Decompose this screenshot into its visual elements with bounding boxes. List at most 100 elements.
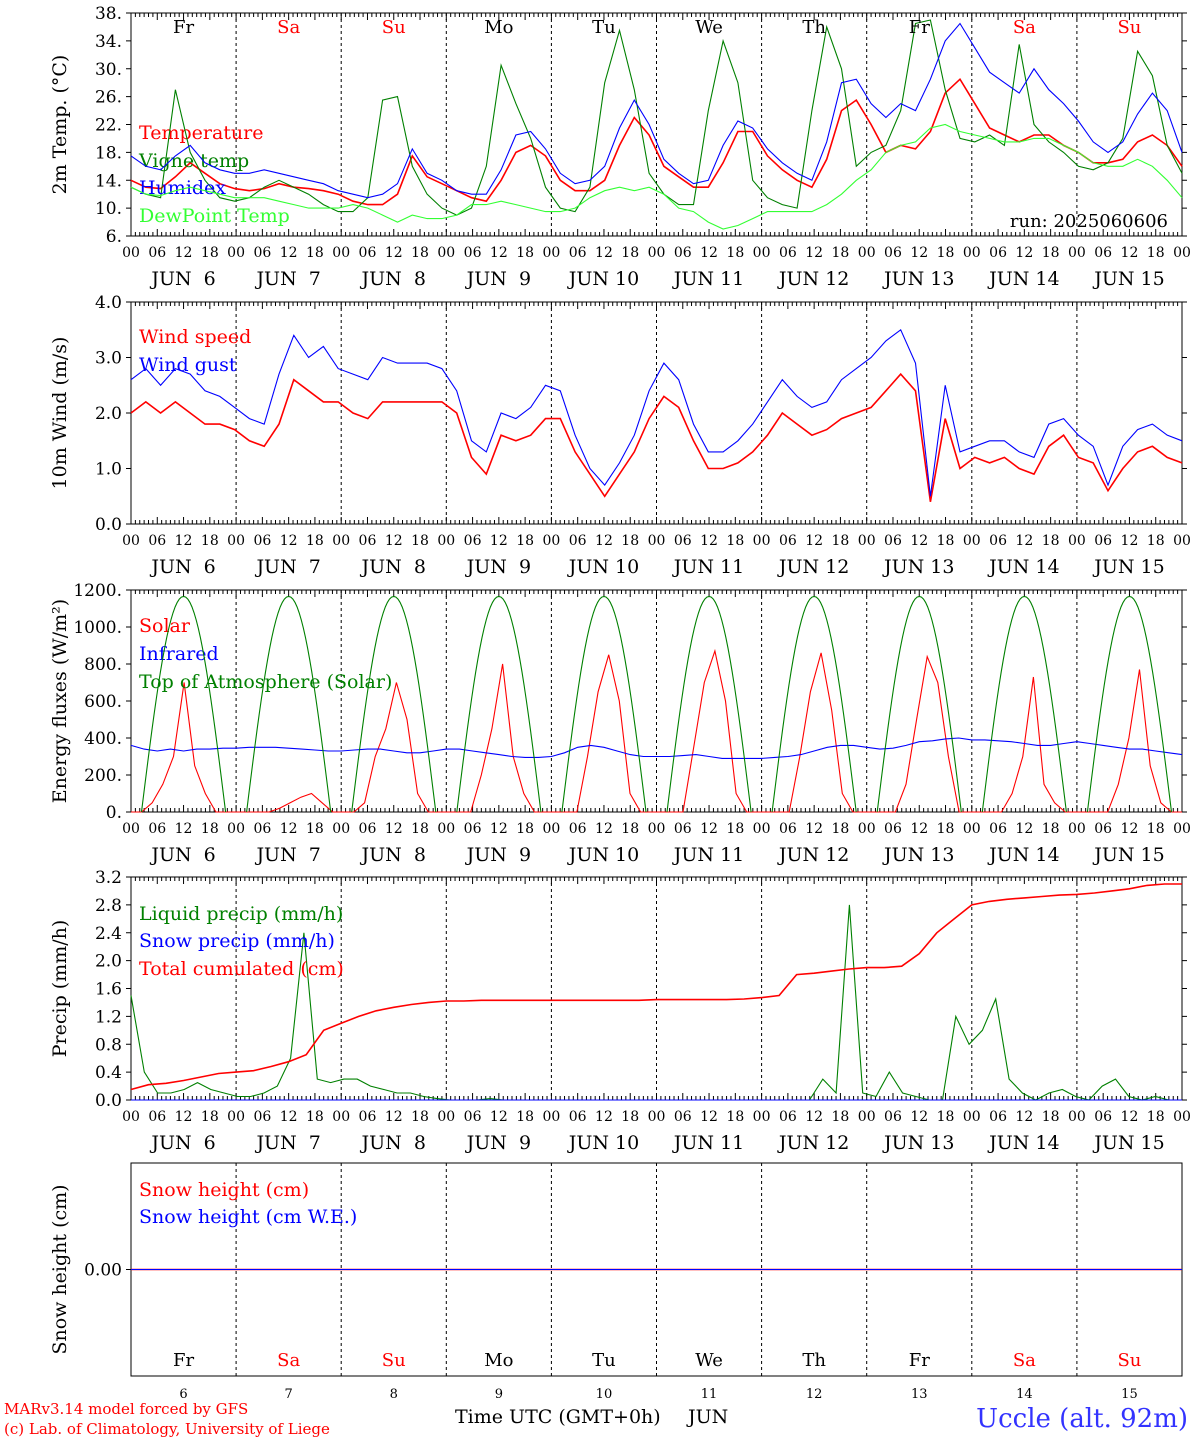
hour-label: 06 — [359, 821, 377, 837]
legend-entry: Liquid precip (mm/h) — [139, 903, 343, 925]
hour-label: 12 — [490, 1109, 508, 1125]
hour-label: 06 — [674, 821, 692, 837]
hour-label: 18 — [516, 245, 534, 261]
hour-label: 12 — [1121, 533, 1139, 549]
weekday-label: Fr — [173, 17, 194, 38]
hour-label: 18 — [726, 1109, 744, 1125]
panel-5: 0.00 Snow height (cm) Snow height (cm) Snow… — [49, 1162, 1183, 1402]
hour-label: 06 — [1094, 533, 1112, 549]
hour-label: 00 — [753, 821, 771, 837]
hour-label: 00 — [963, 533, 981, 549]
hour-label: 12 — [595, 533, 613, 549]
hour-label: 12 — [1015, 821, 1033, 837]
weekday-label: Sa — [1013, 17, 1036, 38]
hour-label: 00 — [437, 1109, 455, 1125]
x-axis-label: Time UTC (GMT+0h) — [455, 1406, 661, 1428]
hour-label: 18 — [832, 533, 850, 549]
y-tick-label: 1.6 — [95, 980, 122, 1000]
hour-label: 12 — [280, 821, 298, 837]
hour-label: 06 — [884, 533, 902, 549]
weekday-label: Tu — [592, 1350, 616, 1371]
hour-label: 18 — [201, 533, 219, 549]
hour-label: 18 — [201, 821, 219, 837]
weekday-label: Fr — [173, 1350, 194, 1371]
date-label: JUN 7 — [254, 556, 320, 578]
series-line — [130, 883, 1182, 1091]
hour-label: 00 — [753, 1109, 771, 1125]
date-label: JUN 10 — [567, 844, 639, 866]
hour-label: 00 — [542, 533, 560, 549]
hour-label: 00 — [1068, 1109, 1086, 1125]
hour-label: 12 — [490, 533, 508, 549]
date-label: JUN 9 — [465, 268, 531, 290]
hour-label: 06 — [464, 1109, 482, 1125]
hour-label: 00 — [963, 1109, 981, 1125]
hour-label: 12 — [595, 821, 613, 837]
date-label: JUN 7 — [254, 1132, 320, 1154]
hour-label: 00 — [332, 533, 350, 549]
series-line — [456, 595, 542, 813]
y-tick-label: 0.00 — [84, 1261, 122, 1281]
weekday-label: Mo — [484, 17, 513, 38]
y-tick-label: 38. — [95, 4, 122, 24]
date-label: JUN 10 — [567, 268, 639, 290]
y-tick-label: 4.0 — [95, 293, 122, 313]
y-tick-label: 0.0 — [95, 515, 122, 535]
hour-label: 12 — [1015, 533, 1033, 549]
hour-label: 12 — [910, 245, 928, 261]
series-line — [131, 648, 1182, 813]
y-tick-label: 0. — [106, 803, 122, 823]
y-tick-label: 800. — [84, 655, 122, 675]
y-axis-label: Snow height (cm) — [49, 1184, 71, 1354]
hour-label: 00 — [858, 821, 876, 837]
panel-4: 0.0 0.4 0.8 1.2 1.6 2.0 2.4 2.8 3.2 Precip (mm/h)… — [49, 868, 1191, 1154]
day-number: 6 — [179, 1387, 187, 1402]
hour-label: 12 — [280, 1109, 298, 1125]
series-line — [130, 19, 1183, 216]
hour-label: 12 — [1121, 245, 1139, 261]
y-axis-label: Energy fluxes (W/m²) — [49, 599, 71, 803]
legend-entry: Top of Atmosphere (Solar) — [139, 671, 392, 693]
date-label: JUN 13 — [882, 844, 954, 866]
y-tick-label: 3.0 — [95, 349, 122, 369]
hour-label: 18 — [726, 821, 744, 837]
date-label: JUN 9 — [465, 844, 531, 866]
y-tick-label: 14. — [95, 171, 122, 191]
hour-label: 06 — [1094, 821, 1112, 837]
hour-label: 12 — [805, 1109, 823, 1125]
x-axis-month: JUN — [686, 1406, 728, 1428]
hour-label: 12 — [175, 821, 193, 837]
weekday-label: Th — [802, 17, 826, 38]
date-label: JUN 10 — [567, 556, 639, 578]
hour-label: 06 — [464, 821, 482, 837]
day-number: 10 — [596, 1387, 613, 1402]
hour-label: 06 — [989, 533, 1007, 549]
hour-label: 18 — [937, 1109, 955, 1125]
hour-label: 00 — [542, 245, 560, 261]
run-annotation: run: 2025060606 — [1010, 211, 1168, 232]
hour-label: 18 — [516, 821, 534, 837]
hour-label: 12 — [910, 533, 928, 549]
weekday-label: We — [695, 17, 723, 38]
hour-label: 18 — [306, 533, 324, 549]
date-label: JUN 7 — [254, 844, 320, 866]
weekday-label: Fr — [909, 17, 930, 38]
hour-label: 06 — [989, 1109, 1007, 1125]
series-line — [666, 595, 752, 813]
legend-entry: Wind gust — [139, 354, 237, 376]
panel-2: 0.0 1.0 2.0 3.0 4.0 10m Wind (m/s) Wind speed W… — [49, 293, 1191, 578]
y-tick-label: 1000. — [73, 618, 122, 638]
hour-label: 00 — [437, 245, 455, 261]
date-label: JUN 15 — [1092, 268, 1164, 290]
date-label: JUN 15 — [1092, 844, 1164, 866]
hour-label: 06 — [884, 1109, 902, 1125]
day-number: 12 — [806, 1387, 823, 1402]
hour-label: 06 — [989, 821, 1007, 837]
hour-label: 06 — [148, 1109, 166, 1125]
date-label: JUN 11 — [672, 556, 744, 578]
hour-label: 12 — [385, 821, 403, 837]
footer-model: MARv3.14 model forced by GFS — [4, 1400, 248, 1418]
hour-label: 00 — [122, 1109, 140, 1125]
legend-entry: Temperature — [139, 122, 263, 144]
hour-label: 12 — [175, 245, 193, 261]
